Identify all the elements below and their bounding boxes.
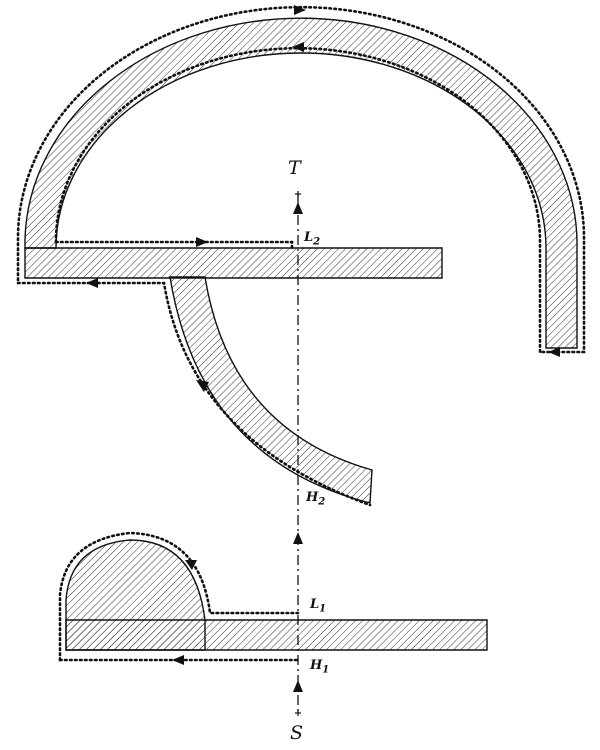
arrow-right-end <box>548 347 560 357</box>
arrow-axis-mid <box>293 532 303 544</box>
arrow-bar-bottom <box>86 278 98 288</box>
dotted-path-upper-bar-bottom <box>16 281 372 507</box>
arrow-hook <box>196 380 209 392</box>
source-point <box>295 710 301 716</box>
label-L2: L2 <box>304 230 321 248</box>
target-point <box>295 191 301 197</box>
dotted-path-upper-bar-top <box>54 240 294 250</box>
arrow-axis-top <box>293 202 303 214</box>
upper-arc-shell <box>24 17 578 349</box>
upper-curved-hook <box>169 276 373 504</box>
arrow-inner-top <box>292 42 304 52</box>
upper-horizontal-bar <box>24 247 443 279</box>
arrow-outer-top <box>294 5 306 15</box>
arrow-lower-bottom <box>172 655 184 665</box>
arrow-bar-top <box>196 237 208 247</box>
label-H1: H1 <box>310 658 330 676</box>
label-T: T <box>288 157 301 179</box>
label-S: S <box>290 722 304 744</box>
dotted-path-upper-outer <box>16 5 586 354</box>
label-H2: H2 <box>306 490 326 508</box>
arrow-dome <box>185 560 197 570</box>
label-L1: L1 <box>310 597 327 615</box>
lower-horizontal-bar <box>65 619 488 651</box>
arrow-axis-bottom <box>293 680 303 692</box>
dotted-path-lower-dome <box>58 531 300 662</box>
